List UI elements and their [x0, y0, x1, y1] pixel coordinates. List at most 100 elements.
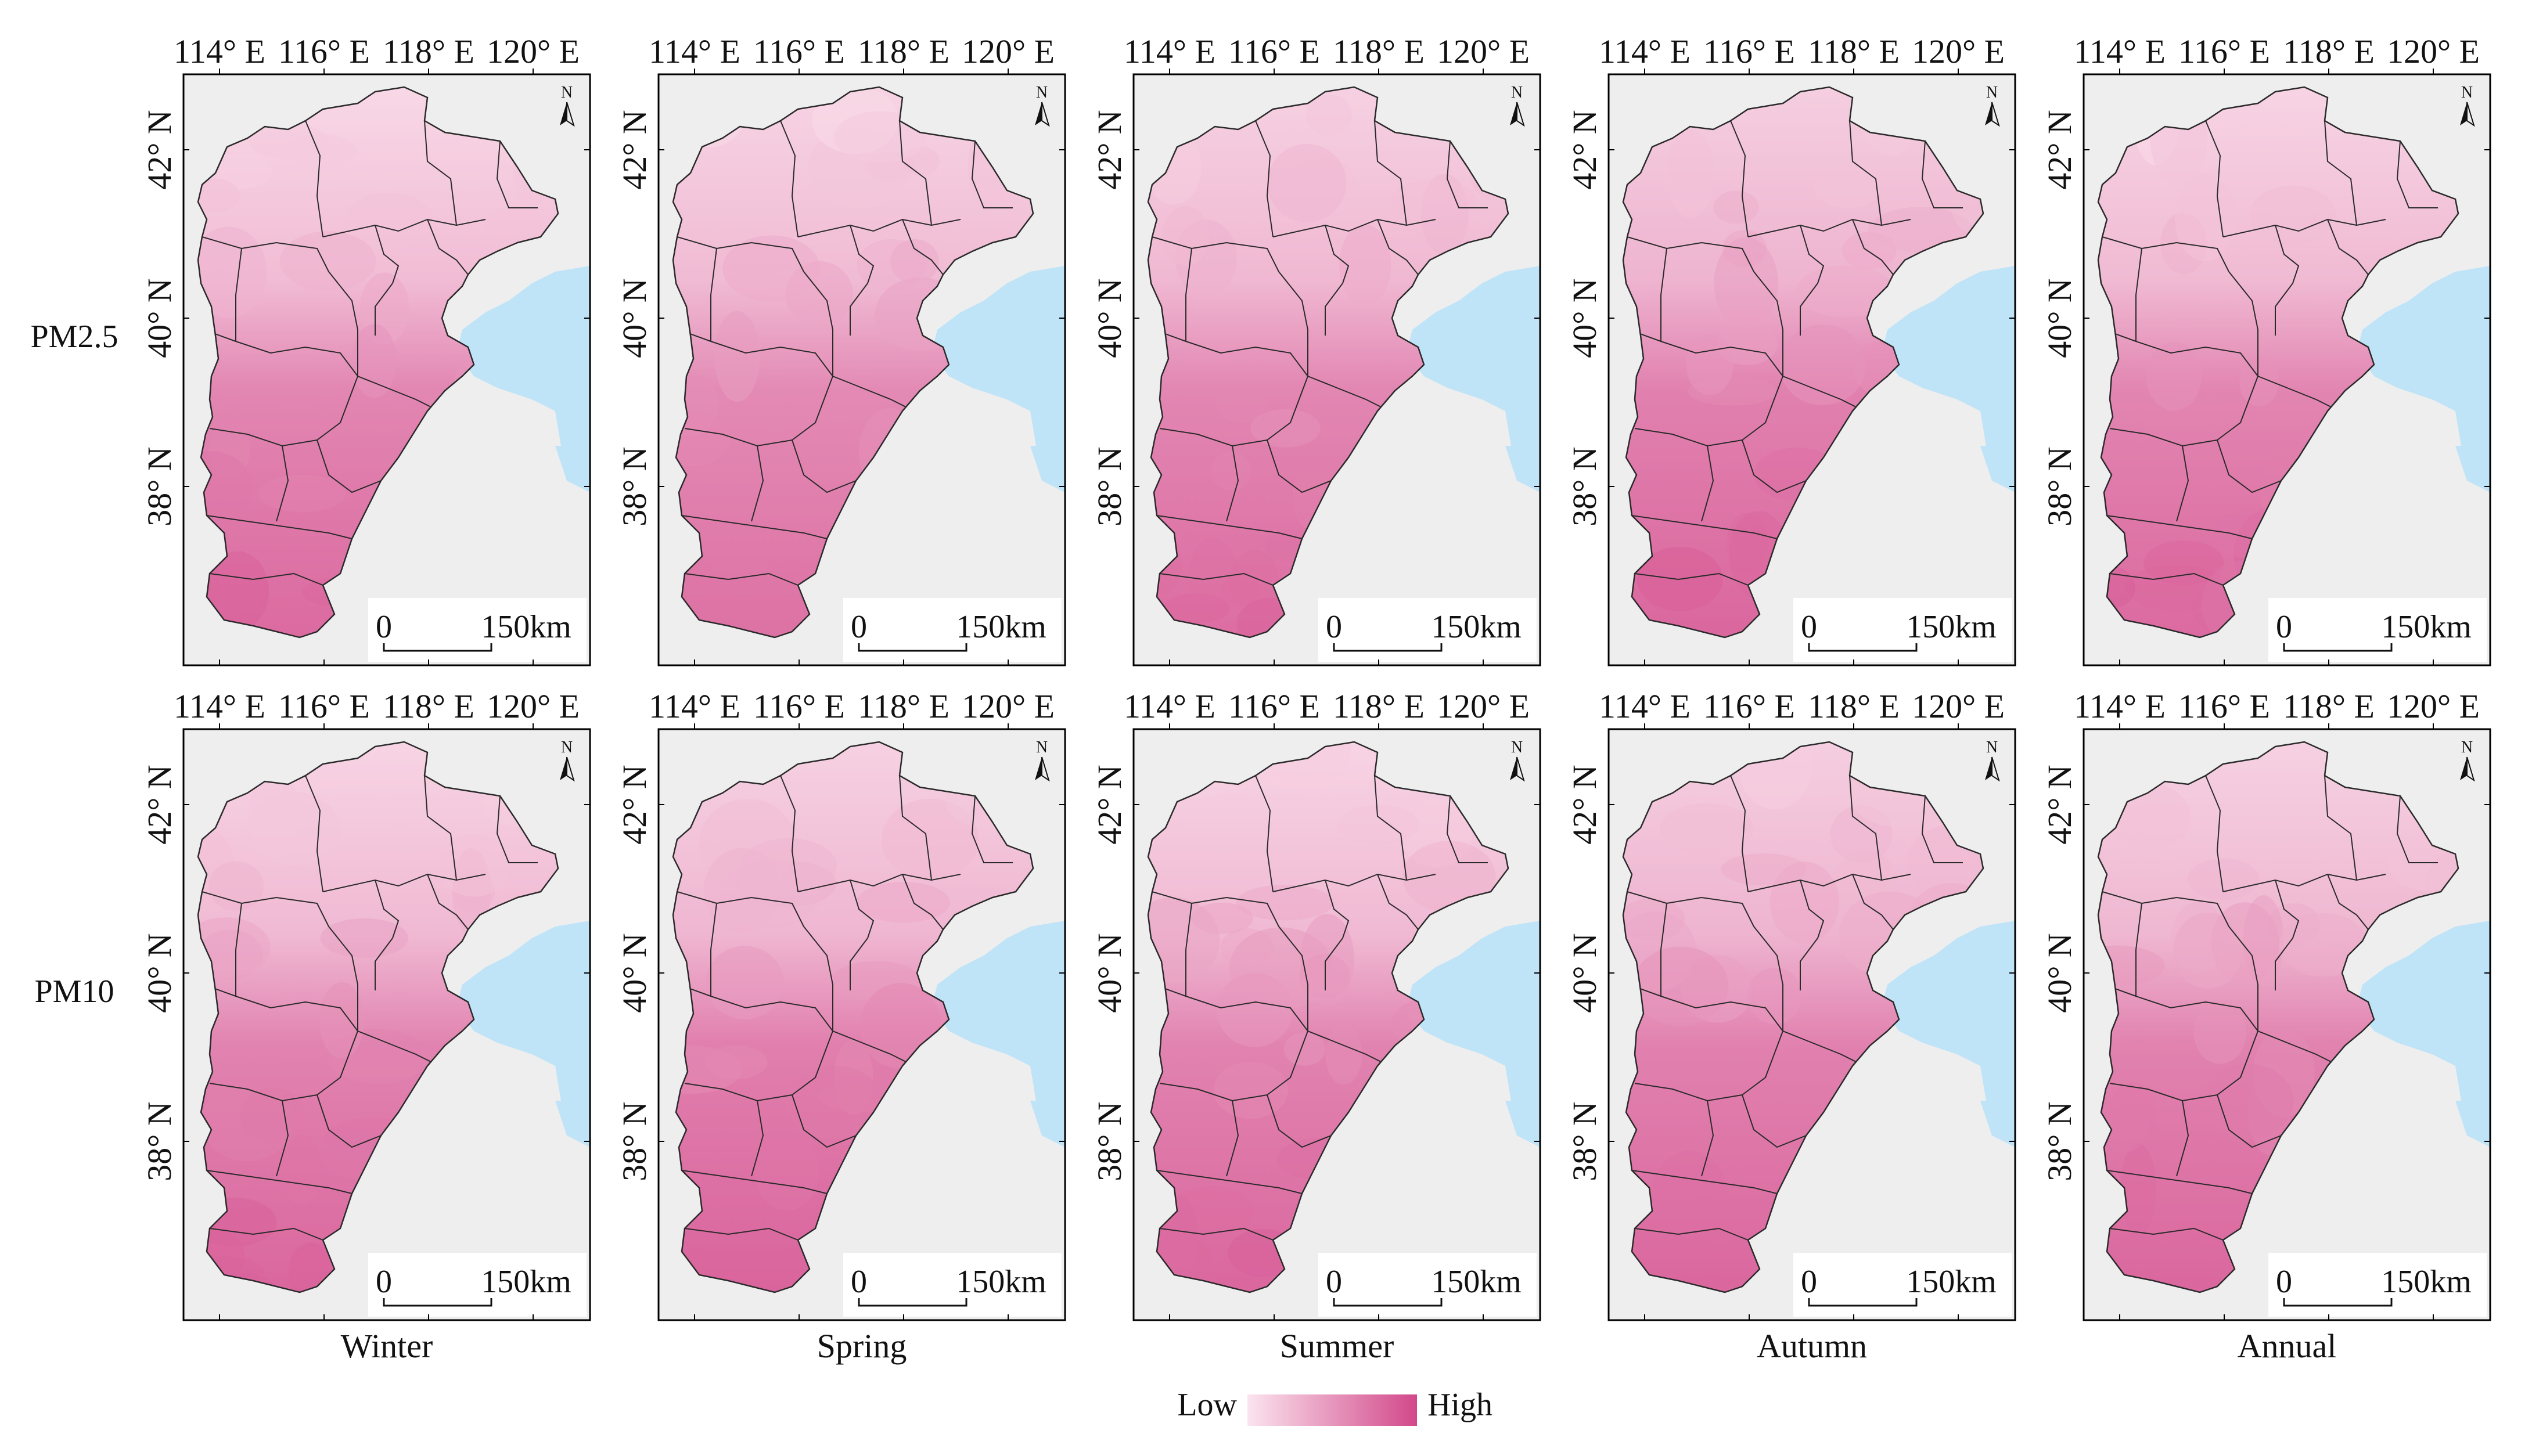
- boundary-line: [1325, 938, 1343, 990]
- sea-area: [1407, 266, 1540, 481]
- lat-label: 38° N: [1091, 1101, 1128, 1181]
- boundary-line: [202, 236, 329, 272]
- boundary-line: [1849, 120, 1882, 226]
- study-area-outline: [1147, 741, 1509, 1293]
- boundary-line: [424, 775, 457, 881]
- scale-bar: 0 150km: [2268, 598, 2487, 662]
- boundary-line: [2135, 903, 2142, 996]
- county-patch: [857, 882, 950, 923]
- north-arrow-right: [566, 756, 575, 782]
- scale-end-label: 150km: [1431, 1264, 1522, 1300]
- north-letter: N: [1511, 738, 1523, 756]
- boundary-line: [316, 1094, 382, 1148]
- north-arrow-icon: N: [1985, 738, 2000, 782]
- sea-area-south: [2455, 1101, 2490, 1147]
- boundary-line: [1701, 1100, 1714, 1177]
- boundary-line: [1634, 1227, 1749, 1241]
- lon-label: 120° E: [2387, 687, 2480, 725]
- north-arrow-right: [1516, 102, 1525, 127]
- county-patch: [2187, 858, 2260, 900]
- boundary-line: [2228, 271, 2258, 376]
- lat-label: 42° N: [616, 110, 653, 190]
- boundary-line: [496, 795, 538, 863]
- boundary-line: [1272, 218, 1436, 237]
- boundary-line: [1753, 271, 1783, 376]
- boundary-line: [2257, 1030, 2334, 1064]
- county-patch: [1267, 143, 1347, 222]
- scale-start-label: 0: [1326, 1264, 1342, 1300]
- scale-start-label: 0: [2276, 1264, 2292, 1300]
- sea-area-south: [1505, 1101, 1540, 1147]
- county-patch: [1283, 1032, 1326, 1066]
- north-arrow-left: [560, 757, 567, 780]
- north-letter: N: [561, 84, 573, 102]
- north-arrow-icon: N: [1510, 738, 1525, 782]
- study-area-outline: [2097, 86, 2459, 639]
- county-patch: [719, 860, 821, 928]
- lon-label: 118° E: [383, 33, 474, 70]
- county-patch: [705, 1045, 768, 1080]
- boundary-line: [209, 1227, 323, 1241]
- county-patch: [1907, 824, 1983, 898]
- map-frame: [1132, 728, 1541, 1321]
- county-patch: [722, 235, 821, 302]
- prefecture-boundaries: [677, 775, 1013, 1241]
- lon-label: 116° E: [1228, 33, 1320, 70]
- county-patch: [1686, 334, 1733, 395]
- boundary-line: [203, 329, 358, 377]
- boundary-line: [1634, 428, 1743, 447]
- sea-area: [2357, 266, 2490, 481]
- boundary-line: [1742, 376, 1783, 441]
- boundary-line: [1782, 376, 1859, 409]
- boundary-line: [1800, 938, 1818, 990]
- lon-label: 116° E: [2178, 33, 2270, 70]
- column-label-autumn: Autumn: [1757, 1327, 1867, 1365]
- lon-label: 118° E: [1333, 33, 1425, 70]
- north-letter: N: [2461, 738, 2473, 756]
- scale-bar-line: [1333, 643, 1443, 652]
- map-panel-pm10-winter: N 0 150km 114° E 116° E 118° E 120° E 42° N 40° …: [141, 687, 591, 1321]
- lat-label: 42° N: [2041, 110, 2078, 190]
- map-panel-pm25-spring: N 0 150km 114° E 116° E 118° E 120° E 42° N 40° …: [616, 33, 1066, 666]
- boundary-line: [803, 271, 833, 376]
- boundary-line: [751, 1100, 764, 1177]
- lat-label: 38° N: [616, 1101, 653, 1181]
- scale-start-label: 0: [376, 609, 392, 645]
- county-patch: [834, 111, 927, 163]
- row-label-pm25: PM2.5: [31, 319, 118, 355]
- sea-area: [931, 266, 1065, 481]
- map-panel-pm10-annual: N 0 150km 114° E 116° E 118° E 120° E 42° N 40° …: [2041, 687, 2491, 1321]
- county-patch: [890, 239, 939, 284]
- boundary-line: [1921, 140, 1963, 208]
- county-patch: [2143, 540, 2224, 585]
- boundary-line: [751, 445, 764, 522]
- legend-high-label: High: [1427, 1387, 1492, 1423]
- county-patch: [1632, 946, 1729, 1026]
- lon-label: 116° E: [1703, 33, 1795, 70]
- north-letter: N: [1986, 738, 1998, 756]
- county-patch: [1211, 452, 1252, 491]
- scale-bar: 0 150km: [1318, 1253, 1537, 1317]
- lat-label: 38° N: [2041, 1101, 2078, 1181]
- sea-area-south: [1980, 1101, 2015, 1147]
- boundary-line: [357, 1030, 434, 1064]
- county-patch: [198, 451, 253, 527]
- county-patch: [2098, 565, 2136, 610]
- boundary-line: [710, 903, 717, 996]
- boundary-line: [1159, 1083, 1268, 1102]
- lat-label: 42° N: [1091, 110, 1128, 190]
- boundary-line: [209, 428, 318, 447]
- boundary-line: [1782, 1030, 1859, 1064]
- boundary-line: [1753, 926, 1783, 1031]
- lat-label: 40° N: [1566, 933, 1603, 1013]
- lon-label: 114° E: [1124, 687, 1215, 725]
- county-patch: [438, 834, 511, 897]
- boundary-line: [803, 926, 833, 1031]
- boundary-line: [1730, 120, 1749, 237]
- county-patch: [2174, 174, 2235, 262]
- column-label-spring: Spring: [817, 1327, 907, 1365]
- boundary-line: [2217, 1030, 2258, 1095]
- boundary-line: [1374, 120, 1407, 226]
- boundary-line: [2102, 236, 2229, 272]
- boundary-line: [1255, 120, 1274, 237]
